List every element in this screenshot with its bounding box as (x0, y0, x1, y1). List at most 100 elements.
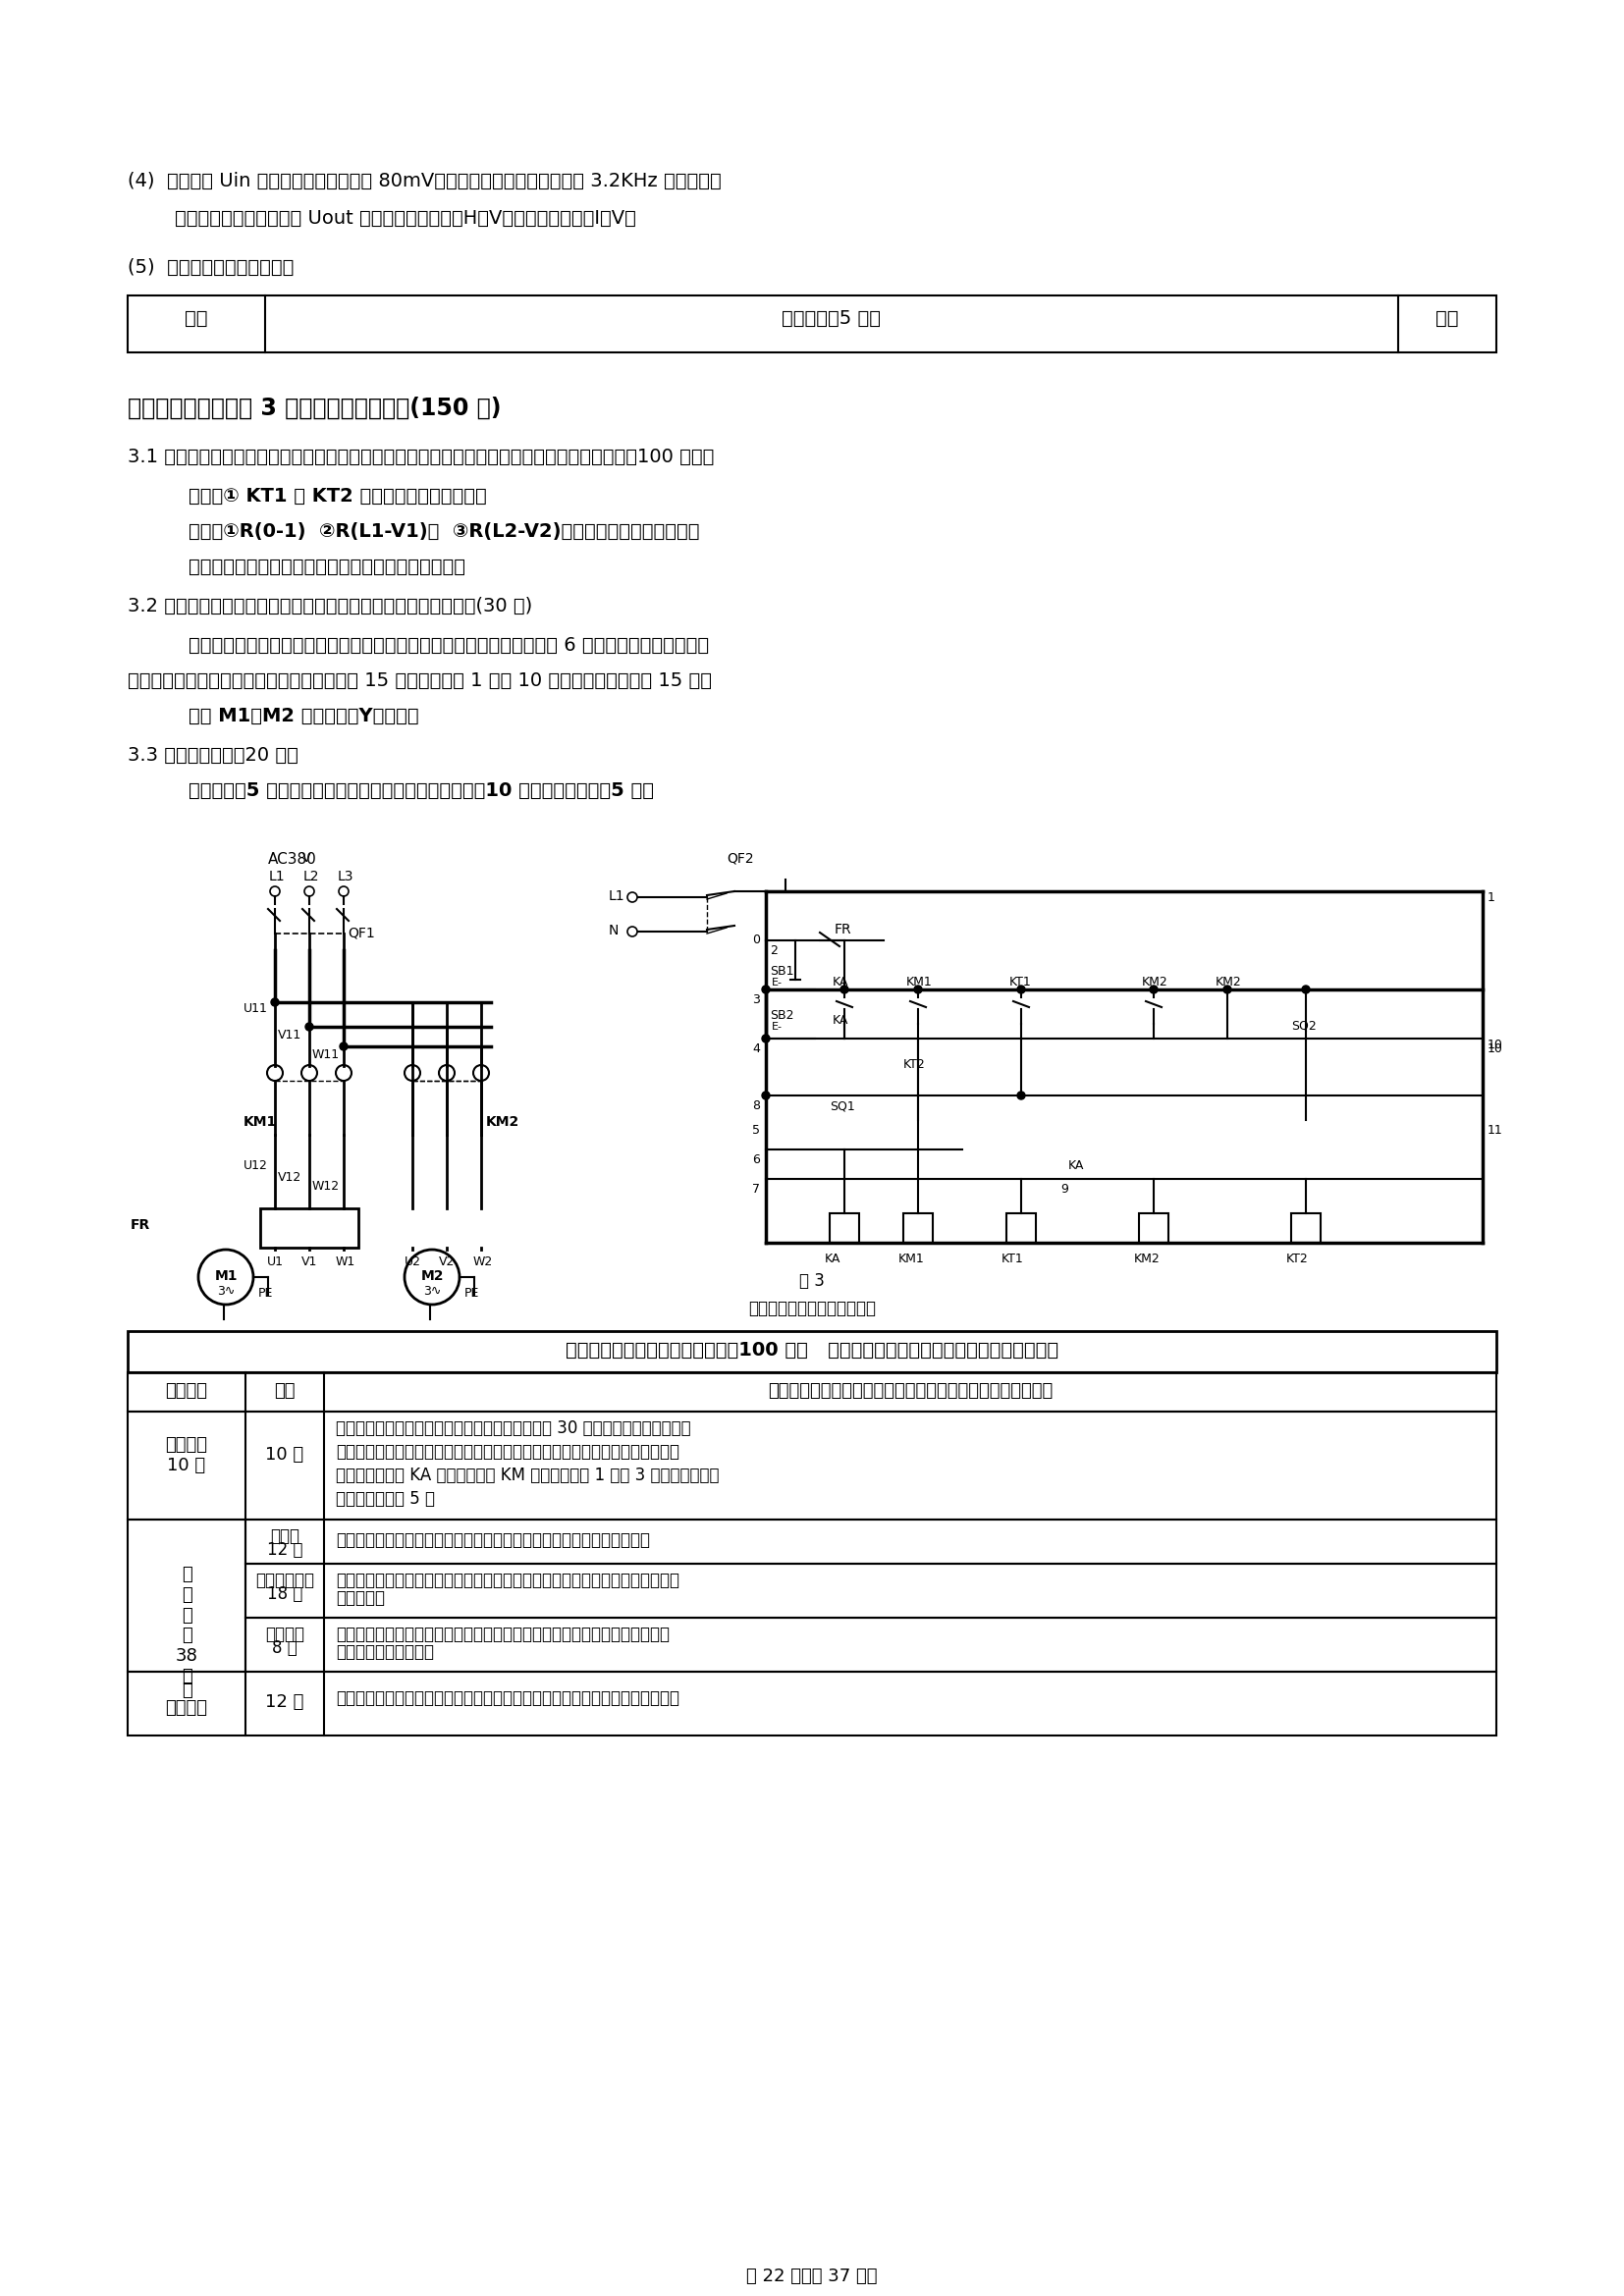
Text: 主电路、控制电路和按钮盒内及行程开关接线压接针线鼻子牢固，接点无松动、: 主电路、控制电路和按钮盒内及行程开关接线压接针线鼻子牢固，接点无松动、 (336, 1690, 679, 1706)
Text: 图 3: 图 3 (799, 1272, 825, 1290)
Text: KT2: KT2 (1286, 1254, 1309, 1265)
Text: PE: PE (464, 1286, 479, 1300)
Bar (1138, 1212, 1168, 1242)
Text: 11: 11 (1488, 1125, 1502, 1137)
Text: 内部控制电路: 内部控制电路 (255, 1570, 313, 1589)
Text: W12: W12 (312, 1180, 339, 1192)
Text: KT2: KT2 (903, 1058, 926, 1070)
Text: SQ1: SQ1 (830, 1100, 854, 1114)
Text: KM1: KM1 (906, 976, 932, 990)
Bar (1291, 1212, 1320, 1242)
Bar (245, 1619, 1496, 1671)
Text: 测量：①R(0-1)  ②R(L1-V1)和  ③R(L2-V2)【具体要求见评分说明表】: 测量：①R(0-1) ②R(L1-V1)和 ③R(L2-V2)【具体要求见评分说… (188, 521, 700, 542)
Text: 得分: 得分 (1436, 310, 1458, 328)
Text: 按图完成控制电路接线、接线牢固正确，板前线入线槽，布线合理，整齐整顿，: 按图完成控制电路接线、接线牢固正确，板前线入线槽，布线合理，整齐整顿， (336, 1570, 679, 1589)
Text: KA: KA (1069, 1159, 1085, 1171)
Text: 主电路: 主电路 (270, 1527, 299, 1545)
Text: 整定：① KT1 和 KT2 时间值按要求整定设置，: 整定：① KT1 和 KT2 时间值按要求整定设置， (188, 487, 487, 505)
Text: 能不正常的可申请更换，对板上已连接的电源等部分线路进行检查，及时修复。: 能不正常的可申请更换，对板上已连接的电源等部分线路进行检查，及时修复。 (336, 1442, 679, 1460)
Text: 7: 7 (752, 1182, 760, 1196)
Text: U1: U1 (266, 1256, 284, 1267)
Text: KT1: KT1 (1010, 976, 1031, 990)
Text: E-: E- (771, 1022, 783, 1031)
Text: W1: W1 (336, 1256, 356, 1267)
Text: KA: KA (825, 1254, 841, 1265)
Text: V: V (302, 852, 310, 866)
Bar (260, 1208, 359, 1247)
Text: AC380: AC380 (268, 852, 317, 868)
Text: 安全意识（5 分）；恢复现场（拆自装线并整理成扎）（10 分）；考场纪律（5 分）: 安全意识（5 分）；恢复现场（拆自装线并整理成扎）（10 分）；考场纪律（5 分… (188, 781, 654, 799)
Text: FR: FR (835, 923, 853, 937)
Circle shape (1017, 985, 1025, 994)
Circle shape (271, 999, 279, 1006)
Text: KA: KA (833, 1015, 849, 1026)
Text: PE: PE (258, 1286, 273, 1300)
Text: 10: 10 (1488, 1038, 1504, 1052)
Text: 电气控制电路原理图（举例）: 电气控制电路原理图（举例） (749, 1300, 875, 1318)
Text: 10: 10 (1488, 1042, 1504, 1056)
Text: L1: L1 (609, 889, 625, 902)
Text: M1: M1 (214, 1270, 237, 1283)
Bar (128, 1412, 1496, 1520)
Text: 1: 1 (1488, 891, 1496, 905)
Bar (128, 1520, 245, 1671)
Circle shape (339, 1042, 348, 1049)
Text: (4)  在输入端 Uin 处，加上一个峰峰值为 80mV（示波器上测出的值），频率 3.2KHz 的三角波信: (4) 在输入端 Uin 处，加上一个峰峰值为 80mV（示波器上测出的值），频… (128, 172, 721, 191)
Text: KM1: KM1 (244, 1116, 278, 1130)
Text: KM2: KM2 (1215, 976, 1242, 990)
Text: （说明：具体测量点位和模拟电气会根据题目而调整）: （说明：具体测量点位和模拟电气会根据题目而调整） (188, 558, 466, 576)
Text: KM2: KM2 (1142, 976, 1168, 990)
Circle shape (305, 1022, 313, 1031)
Text: 3.1 安装：电气控制线路安装要求见评分说明，考生在断电状态将整定与测量结果给考评员演示（100 分）。: 3.1 安装：电气控制线路安装要求见评分说明，考生在断电状态将整定与测量结果给考… (128, 448, 715, 466)
Text: 器材检测
10 分: 器材检测 10 分 (166, 1435, 208, 1474)
Bar (1007, 1212, 1036, 1242)
Text: 0: 0 (752, 934, 760, 946)
Text: 线
路
布
线
38
分: 线 路 布 线 38 分 (175, 1566, 198, 1685)
Text: W11: W11 (312, 1049, 339, 1061)
Text: 按钮出线基本整齐并进出线孔，按钮和行程开关须接入端子排，从外围布线，: 按钮出线基本整齐并进出线孔，按钮和行程开关须接入端子排，从外围布线， (336, 1626, 669, 1644)
Text: KM2: KM2 (486, 1116, 520, 1130)
Text: 按图完成主电路接线、接线牢固正确，工艺规范，布线合理，整齐整顿。: 按图完成主电路接线、接线牢固正确，工艺规范，布线合理，整齐整顿。 (336, 1531, 650, 1550)
Text: L2: L2 (304, 870, 320, 884)
Text: V2: V2 (438, 1256, 455, 1267)
Bar (128, 1671, 1496, 1736)
Text: 3: 3 (752, 994, 760, 1006)
Text: 根据电路图，对电气板上元器件进行检查，在开考 30 分钟内如果认为元器件功: 根据电路图，对电气板上元器件进行检查，在开考 30 分钟内如果认为元器件功 (336, 1419, 690, 1437)
Bar (128, 296, 1496, 351)
Text: 电气线路安装工艺及评分说明表（100 分）   （主电路用红色导线，控制电路用蓝色导线）: 电气线路安装工艺及评分说明表（100 分） （主电路用红色导线，控制电路用蓝色导… (565, 1341, 1059, 1359)
Text: L3: L3 (338, 870, 354, 884)
Text: QF2: QF2 (726, 852, 754, 866)
Text: SB1: SB1 (770, 964, 794, 978)
Text: 8: 8 (752, 1100, 760, 1111)
Bar (128, 1332, 1496, 1373)
Circle shape (1302, 985, 1311, 994)
Text: W2: W2 (473, 1256, 494, 1267)
Text: 外部电路: 外部电路 (265, 1626, 304, 1644)
Text: 4: 4 (752, 1042, 760, 1056)
Text: 针线鼻及: 针线鼻及 (166, 1699, 208, 1717)
Text: 第 22 页（共 37 页）: 第 22 页（共 37 页） (747, 2268, 877, 2285)
Text: FR: FR (130, 1219, 151, 1233)
Circle shape (1223, 985, 1231, 994)
Text: SQ2: SQ2 (1291, 1019, 1317, 1031)
Text: M2: M2 (421, 1270, 443, 1283)
Bar (245, 1520, 1496, 1564)
Text: L1: L1 (270, 870, 286, 884)
Text: 整齐规范，工艺合理。: 整齐规范，工艺合理。 (336, 1644, 434, 1660)
Text: E-: E- (771, 978, 783, 987)
Text: 配分: 配分 (274, 1382, 296, 1401)
Text: V1: V1 (302, 1256, 318, 1267)
Text: 损坏器件每只扣 5 分: 损坏器件每只扣 5 分 (336, 1490, 435, 1508)
Text: 若原理图中出现 KA 可用实操板上 KM 代替。每错到 1 处扣 3 分；若操作不当: 若原理图中出现 KA 可用实操板上 KM 代替。每错到 1 处扣 3 分；若操作… (336, 1467, 719, 1483)
Text: 配: 配 (182, 1681, 192, 1699)
Text: 项目: 项目 (185, 310, 208, 328)
Text: U11: U11 (244, 1003, 268, 1015)
Text: 3.2 调试：考生逐项演示通电控制功能，据演示完成的比例评分。(30 分): 3.2 调试：考生逐项演示通电控制功能，据演示完成的比例评分。(30 分) (128, 597, 533, 615)
Text: 9: 9 (1060, 1182, 1069, 1196)
Circle shape (1150, 985, 1158, 994)
Bar (830, 1212, 859, 1242)
Circle shape (914, 985, 922, 994)
Circle shape (762, 1035, 770, 1042)
Circle shape (841, 985, 848, 994)
Text: KT1: KT1 (1002, 1254, 1023, 1265)
